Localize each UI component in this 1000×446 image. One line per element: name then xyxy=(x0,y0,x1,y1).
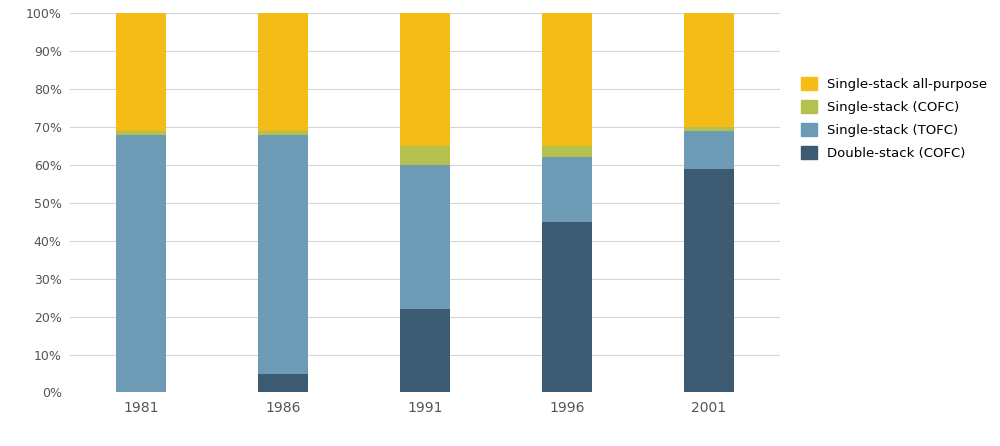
Bar xyxy=(542,157,592,222)
Bar xyxy=(542,146,592,157)
Bar xyxy=(258,131,308,135)
Bar xyxy=(542,222,592,392)
Bar xyxy=(258,13,308,131)
Bar xyxy=(400,146,450,165)
Bar xyxy=(684,127,734,131)
Bar xyxy=(116,13,166,131)
Bar xyxy=(684,131,734,169)
Bar xyxy=(400,13,450,146)
Bar xyxy=(116,135,166,392)
Bar xyxy=(116,131,166,135)
Bar xyxy=(542,13,592,146)
Bar xyxy=(400,309,450,392)
Bar xyxy=(684,169,734,392)
Bar xyxy=(684,13,734,127)
Bar xyxy=(400,165,450,309)
Bar xyxy=(258,135,308,374)
Bar xyxy=(258,374,308,392)
Legend: Single-stack all-purpose, Single-stack (COFC), Single-stack (TOFC), Double-stack: Single-stack all-purpose, Single-stack (… xyxy=(801,77,987,160)
